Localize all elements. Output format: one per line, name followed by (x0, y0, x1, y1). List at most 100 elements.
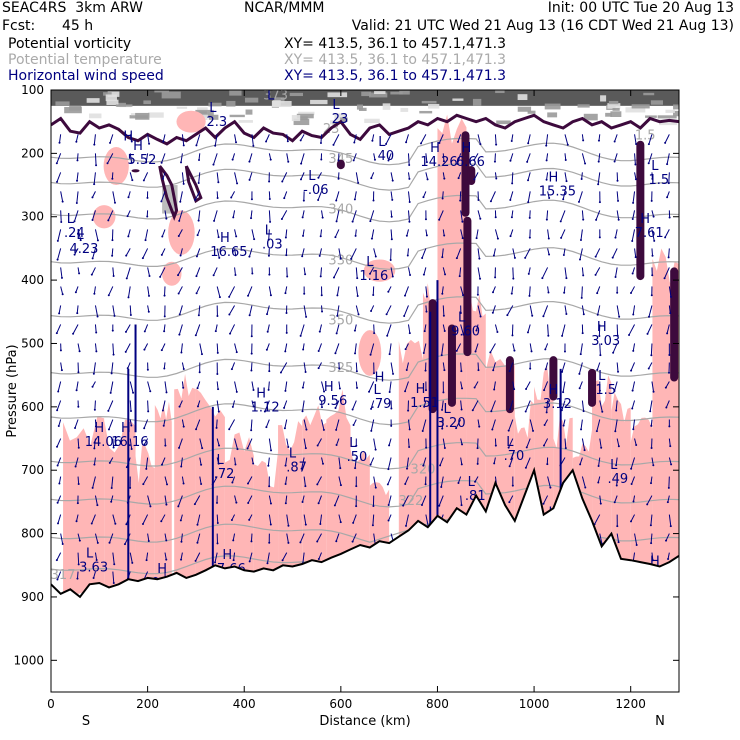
wind-arrow-head (216, 501, 219, 504)
extremum-h: H16.16 (111, 421, 148, 450)
wind-arrow-head (319, 142, 322, 145)
wind-arrow-head (250, 540, 253, 543)
wind-arrow-head (634, 163, 637, 166)
wind-arrow (599, 533, 603, 544)
wind-arrow (545, 134, 549, 146)
wind-arrow-head (163, 315, 166, 318)
wind-arrow (162, 172, 166, 179)
pv-fill-region (514, 400, 535, 521)
wind-arrow (164, 552, 167, 560)
wind-arrow (460, 210, 463, 222)
extremum-type: H (94, 421, 104, 436)
wind-arrow-head (548, 197, 551, 200)
wind-arrow (442, 191, 444, 199)
strat-speckle (229, 114, 245, 118)
x-tick-label: 800 (426, 697, 449, 711)
wind-arrow-head (404, 294, 407, 297)
extremum-type: H (256, 386, 266, 401)
extremum-h: H5.52 (127, 139, 156, 168)
wind-arrow (147, 381, 151, 392)
wind-arrow (162, 134, 166, 142)
wind-arrow-head (182, 425, 185, 428)
wind-arrow (630, 514, 636, 522)
extremum-value: 5.52 (127, 153, 156, 168)
wind-arrow-head (90, 522, 93, 525)
wind-arrow-head (145, 559, 148, 562)
wind-arrow (228, 419, 236, 430)
wind-arrow (231, 476, 236, 483)
wind-arrow (60, 191, 64, 202)
wind-arrow (338, 457, 341, 469)
wind-arrow-head (266, 330, 269, 333)
wind-arrow (390, 362, 394, 374)
wind-arrow (111, 362, 114, 374)
wind-arrow (425, 172, 429, 180)
wind-arrow-head (91, 196, 94, 199)
wind-arrow-head (321, 216, 324, 219)
wind-arrow (56, 153, 62, 164)
x-tick-label: 1200 (615, 697, 646, 711)
wind-arrow (58, 419, 62, 427)
wind-arrow (527, 191, 531, 203)
extremum-l: L1.16 (359, 255, 388, 284)
wind-arrow (93, 286, 96, 294)
wind-arrow (161, 248, 166, 256)
wind-arrow (338, 476, 342, 486)
wind-arrow-head (75, 201, 78, 204)
wind-arrow (597, 305, 601, 315)
extremum-type: H (549, 170, 559, 185)
wind-arrow (473, 172, 479, 180)
wind-arrow-head (193, 503, 196, 506)
wind-arrow (234, 381, 238, 392)
wind-arrow-head (562, 424, 565, 427)
wind-arrow (630, 457, 636, 469)
wind-arrow-head (164, 444, 167, 447)
field-xy-pv: XY= 413.5, 36.1 to 457.1,471.3 (284, 36, 507, 52)
wind-arrow (634, 533, 638, 546)
wind-arrow (370, 343, 375, 355)
wind-arrow (181, 172, 185, 184)
wind-arrow-head (231, 405, 234, 408)
strat-speckle (195, 109, 214, 117)
wind-arrow-head (373, 158, 376, 161)
wind-arrow (77, 533, 81, 541)
extremum-type: L (265, 223, 273, 238)
wind-arrow-head (368, 390, 371, 393)
wind-arrow (370, 172, 375, 179)
wind-arrow-head (76, 577, 79, 580)
wind-arrow (442, 438, 446, 449)
wind-arrow-head (141, 257, 144, 260)
wind-arrow (112, 552, 115, 565)
extremum-type: L (651, 159, 659, 174)
wind-arrow (407, 191, 411, 203)
wind-arrow (369, 267, 375, 275)
wind-arrow-head (582, 274, 585, 277)
wind-arrow (316, 476, 322, 485)
wind-arrow-head (457, 481, 460, 484)
wind-arrow-head (584, 486, 587, 489)
wind-arrow-head (285, 311, 288, 314)
wind-arrow-head (195, 255, 198, 258)
wind-arrow-head (236, 448, 239, 451)
extremum-value: 9.56 (318, 394, 347, 409)
wind-arrow (234, 134, 237, 143)
wind-arrow (161, 343, 166, 351)
wind-arrow-head (201, 447, 204, 450)
wind-arrow (198, 305, 201, 316)
wind-arrow (127, 362, 131, 369)
wind-arrow-head (130, 140, 133, 143)
wind-arrow-head (405, 234, 408, 237)
wind-arrow (319, 324, 323, 332)
strat-speckle (115, 104, 133, 107)
wind-arrow (284, 381, 288, 392)
wind-arrow-head (387, 290, 390, 293)
wind-arrow (197, 400, 201, 407)
pv-fill-region (437, 114, 467, 523)
wind-arrow (371, 134, 375, 141)
y-tick-label: 700 (21, 463, 44, 477)
wind-arrow (336, 438, 340, 446)
wind-arrow (129, 438, 133, 450)
wind-arrow-head (351, 540, 354, 543)
wind-arrow (664, 267, 670, 279)
init-time: Init: 00 UTC Tue 20 Aug 13 (547, 0, 734, 16)
